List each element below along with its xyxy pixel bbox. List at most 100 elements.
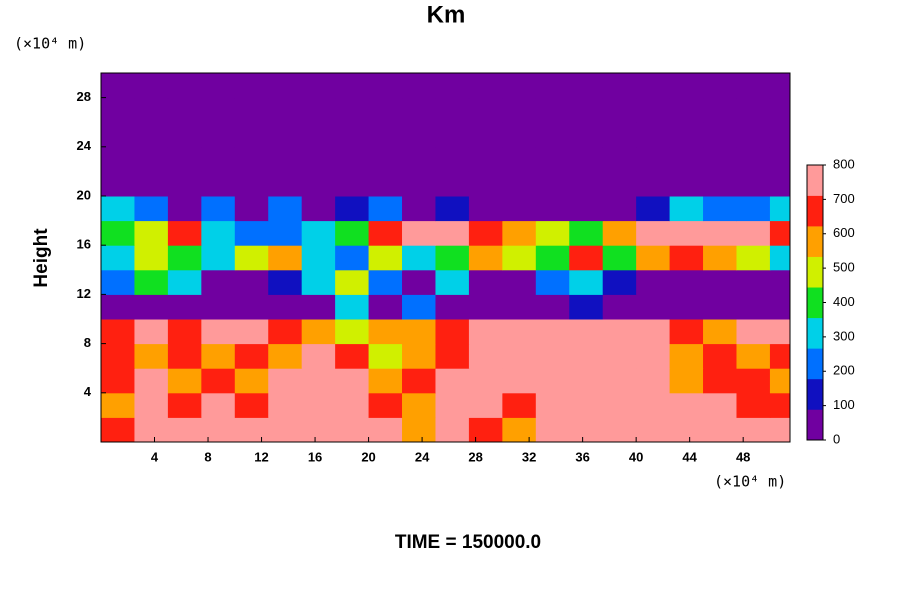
heatmap-cell	[402, 196, 436, 222]
heatmap-cell	[468, 122, 503, 148]
heatmap-cell	[402, 73, 436, 99]
heatmap-cell	[602, 368, 637, 394]
heatmap-cell	[101, 343, 135, 369]
chart-title: Km	[427, 1, 466, 28]
colorbar-tick-label: 800	[833, 156, 855, 171]
heatmap-cell	[703, 368, 737, 394]
heatmap-cell	[268, 196, 303, 222]
heatmap-cell	[669, 73, 704, 99]
heatmap-cell	[535, 343, 570, 369]
heatmap-cell	[669, 171, 704, 197]
heatmap-cell	[669, 368, 704, 394]
heatmap-cell	[502, 319, 537, 345]
y-tick-label: 16	[77, 237, 91, 252]
heatmap-cell	[502, 122, 537, 148]
heatmap-cell	[435, 269, 470, 295]
heatmap-cell	[335, 368, 370, 394]
heatmap-cell	[435, 146, 470, 172]
heatmap-cell	[201, 294, 236, 320]
heatmap-cell	[402, 122, 436, 148]
heatmap-cell	[636, 294, 671, 320]
heatmap-cell	[402, 171, 436, 197]
heatmap-cell	[502, 269, 537, 295]
heatmap-cell	[535, 146, 570, 172]
heatmap-cell	[402, 97, 436, 123]
heatmap-cell	[167, 294, 202, 320]
heatmap-cell	[602, 196, 637, 222]
heatmap-cell	[301, 97, 336, 123]
heatmap-cell	[703, 392, 737, 418]
heatmap-cell	[769, 73, 790, 99]
heatmap-cell	[569, 245, 604, 271]
x-tick-label: 4	[151, 449, 159, 464]
heatmap-cell	[201, 392, 236, 418]
heatmap-cell	[368, 97, 403, 123]
heatmap-cell	[167, 146, 202, 172]
heatmap-cell	[134, 220, 169, 246]
heatmap-cell	[134, 73, 169, 99]
heatmap-cell	[435, 73, 470, 99]
heatmap-cell	[335, 294, 370, 320]
heatmap-cell	[134, 97, 169, 123]
heatmap-cell	[368, 319, 403, 345]
heatmap-cell	[234, 319, 269, 345]
heatmap-cell	[468, 319, 503, 345]
heatmap-cell	[636, 269, 671, 295]
heatmap-cell	[435, 220, 470, 246]
heatmap-cell	[736, 196, 771, 222]
heatmap-cell	[268, 146, 303, 172]
heatmap-cell	[335, 417, 370, 442]
colorbar-tick-label: 0	[833, 431, 840, 446]
heatmap-cell	[435, 392, 470, 418]
heatmap-cell	[669, 245, 704, 271]
heatmap-cell	[201, 122, 236, 148]
heatmap-cell	[435, 343, 470, 369]
heatmap-cell	[703, 417, 737, 442]
heatmap-cell	[335, 122, 370, 148]
heatmap-cell	[101, 294, 135, 320]
heatmap-cell	[468, 146, 503, 172]
heatmap-cell	[468, 171, 503, 197]
heatmap-cell	[468, 73, 503, 99]
colorbar-band	[807, 256, 823, 288]
heatmap-cell	[234, 294, 269, 320]
heatmap-cell	[636, 122, 671, 148]
heatmap-cell	[703, 73, 737, 99]
heatmap-cell	[201, 269, 236, 295]
heatmap-cell	[636, 368, 671, 394]
heatmap-cell	[736, 417, 771, 442]
heatmap-cell	[234, 343, 269, 369]
heatmap-cell	[569, 294, 604, 320]
heatmap-cell	[335, 220, 370, 246]
heatmap-cell	[502, 146, 537, 172]
heatmap-cell	[435, 97, 470, 123]
y-unit-label: (×10⁴ m)	[14, 35, 86, 53]
heatmap-cell	[736, 319, 771, 345]
heatmap-cell	[502, 97, 537, 123]
heatmap-cell	[602, 171, 637, 197]
heatmap-cell	[602, 220, 637, 246]
heatmap-cell	[569, 269, 604, 295]
heatmap-cell	[502, 171, 537, 197]
heatmap-cell	[736, 122, 771, 148]
heatmap-cell	[335, 269, 370, 295]
heatmap-cell	[602, 319, 637, 345]
heatmap-cell	[402, 368, 436, 394]
heatmap-cell	[201, 97, 236, 123]
heatmap-cell	[769, 220, 790, 246]
colorbar-band	[807, 287, 823, 319]
heatmap-cell	[602, 392, 637, 418]
heatmap-cell	[569, 392, 604, 418]
heatmap-cell	[468, 294, 503, 320]
heatmap-cell	[535, 97, 570, 123]
heatmap-cell	[402, 294, 436, 320]
colorbar-band	[807, 195, 823, 227]
heatmap-cell	[602, 122, 637, 148]
heatmap-cell	[669, 392, 704, 418]
heatmap-cells	[101, 73, 790, 442]
heatmap-cell	[435, 122, 470, 148]
heatmap-cell	[301, 343, 336, 369]
heatmap-cell	[636, 343, 671, 369]
heatmap-cell	[769, 196, 790, 222]
x-tick-label: 40	[629, 449, 643, 464]
